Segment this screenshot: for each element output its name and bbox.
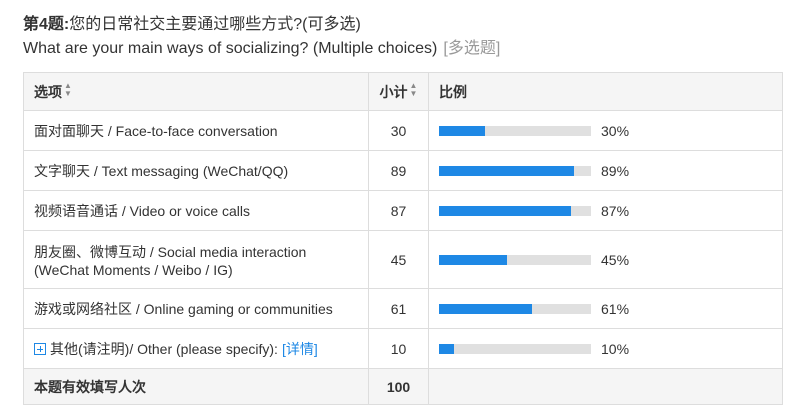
option-count: 89 [368, 150, 429, 191]
detail-link[interactable]: [详情] [281, 340, 318, 357]
sort-updown-icon[interactable]: ▲ ▼ [64, 80, 72, 98]
progress-bar-fill [439, 254, 508, 265]
percent-label: 89% [601, 162, 630, 179]
option-label: 文字聊天 / Text messaging (WeChat/QQ) [23, 150, 369, 191]
progress-bar-fill [439, 205, 572, 216]
table-row: 游戏或网络社区 / Online gaming or communities 6… [23, 288, 783, 329]
question-title-cn: 第4题:您的日常社交主要通过哪些方式?(可多选) [23, 14, 783, 36]
header-count[interactable]: 小计 ▲ ▼ [368, 72, 429, 111]
progress-bar-track [439, 205, 591, 216]
option-ratio: 89% [428, 150, 783, 191]
plus-square-icon[interactable] [34, 342, 46, 355]
option-label: 面对面聊天 / Face-to-face conversation [23, 110, 369, 151]
percent-label: 10% [601, 340, 630, 357]
option-label: 其他(请注明)/ Other (please specify): [详情] [23, 328, 369, 369]
option-ratio: 45% [428, 230, 783, 289]
progress-bar-track [439, 165, 591, 176]
progress-bar-track [439, 303, 591, 314]
option-ratio: 10% [428, 328, 783, 369]
option-ratio: 61% [428, 288, 783, 329]
summary-count: 100 [368, 368, 429, 405]
percent-label: 45% [601, 251, 630, 268]
progress-bar-track [439, 254, 591, 265]
question-type-tag: [多选题] [443, 40, 501, 57]
progress-bar-track [439, 125, 591, 136]
results-table: 选项 ▲ ▼ 小计 ▲ ▼ 比例 面对面聊天 / Face-to-face conver… [23, 72, 783, 405]
percent-label: 30% [601, 122, 630, 139]
table-row: 朋友圈、微博互动 / Social media interaction (WeC… [23, 230, 783, 289]
progress-bar-fill [439, 165, 575, 176]
option-label-text: 其他(请注明)/ Other (please specify): [50, 340, 278, 357]
option-label-line1: 朋友圈、微博互动 / Social media interaction [34, 243, 307, 260]
question-text-cn: 您的日常社交主要通过哪些方式?(可多选) [69, 16, 361, 33]
table-header-row: 选项 ▲ ▼ 小计 ▲ ▼ 比例 [23, 72, 783, 111]
option-count: 87 [368, 190, 429, 231]
option-ratio: 30% [428, 110, 783, 151]
option-label-line2: (WeChat Moments / Weibo / IG) [34, 261, 233, 278]
table-row: 文字聊天 / Text messaging (WeChat/QQ) 89 89% [23, 150, 783, 191]
percent-label: 61% [601, 300, 630, 317]
option-count: 45 [368, 230, 429, 289]
table-row: 视频语音通话 / Video or voice calls 87 87% [23, 190, 783, 231]
progress-bar-fill [439, 343, 455, 354]
question-title-en: What are your main ways of socializing? … [23, 38, 783, 60]
option-ratio: 87% [428, 190, 783, 231]
question-header: 第4题:您的日常社交主要通过哪些方式?(可多选) What are your m… [23, 14, 783, 60]
progress-bar-fill [439, 125, 485, 136]
option-count: 10 [368, 328, 429, 369]
question-number: 第4题: [23, 16, 70, 33]
option-label: 朋友圈、微博互动 / Social media interaction (WeC… [23, 230, 369, 289]
table-row: 其他(请注明)/ Other (please specify): [详情] 10 … [23, 328, 783, 369]
option-label: 视频语音通话 / Video or voice calls [23, 190, 369, 231]
header-ratio: 比例 [428, 72, 783, 111]
table-row: 面对面聊天 / Face-to-face conversation 30 30% [23, 110, 783, 151]
option-count: 61 [368, 288, 429, 329]
question-text-en: What are your main ways of socializing? … [23, 40, 438, 57]
option-count: 30 [368, 110, 429, 151]
summary-row: 本题有效填写人次 100 [23, 368, 783, 405]
progress-bar-fill [439, 303, 532, 314]
option-label: 游戏或网络社区 / Online gaming or communities [23, 288, 369, 329]
summary-label: 本题有效填写人次 [23, 368, 369, 405]
header-option[interactable]: 选项 ▲ ▼ [23, 72, 369, 111]
percent-label: 87% [601, 202, 630, 219]
sort-updown-icon[interactable]: ▲ ▼ [409, 80, 418, 98]
summary-empty [428, 368, 783, 405]
progress-bar-track [439, 343, 591, 354]
